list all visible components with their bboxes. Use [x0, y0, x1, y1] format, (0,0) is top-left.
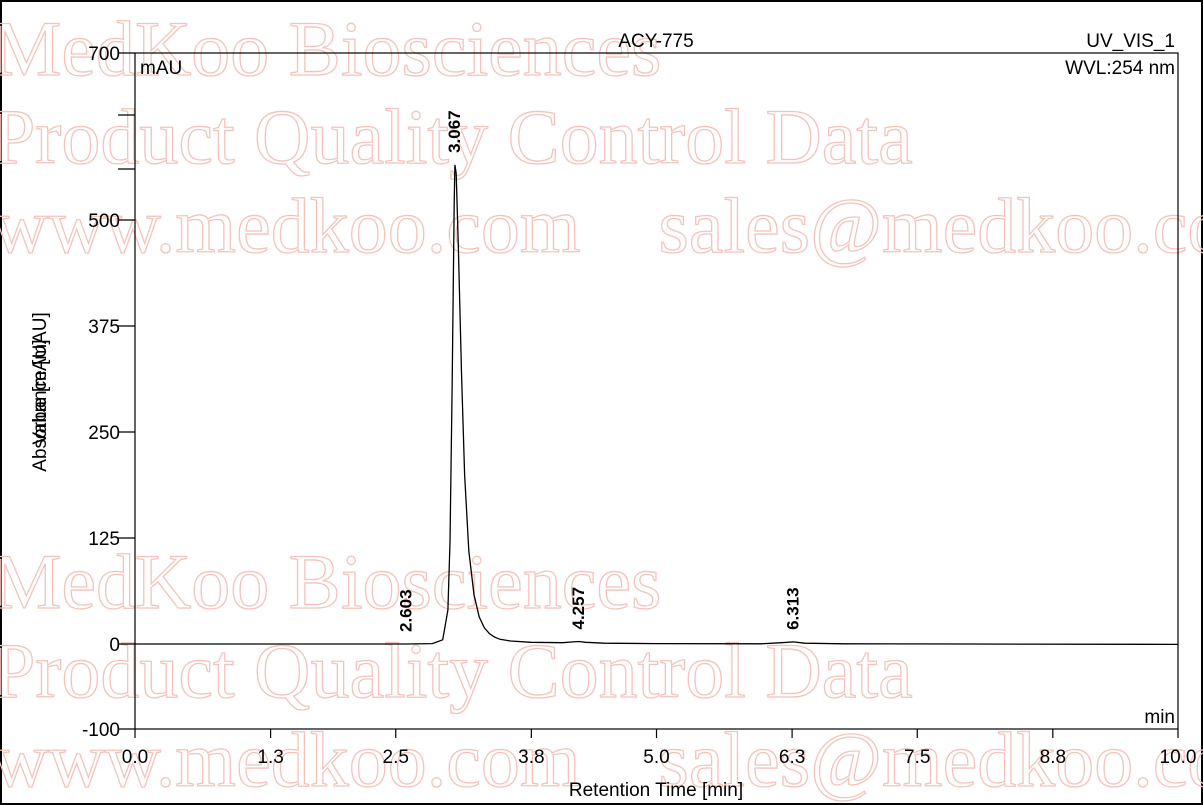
x-tick-label: 8.8	[1040, 747, 1066, 768]
y-tick-label: 375	[88, 317, 120, 338]
x-tick-label: 0.0	[122, 747, 148, 768]
y-tick-label: 0	[109, 635, 120, 656]
y-tick-label: 250	[88, 423, 120, 444]
watermark-line-2: Product Quality Control Data	[0, 93, 913, 180]
peak-label: 6.313	[783, 587, 802, 630]
y-unit-label: mAU	[140, 58, 182, 79]
y-axis-label: Absorbance [mAU]	[30, 312, 51, 471]
x-axis-label: Retention Time [min]	[569, 780, 743, 801]
peak-labels: 2.603 3.067 4.257 6.313	[397, 110, 803, 632]
y-tick-label: 700	[88, 44, 120, 65]
peak-label: 4.257	[569, 587, 588, 630]
y-axis-ticks: -100 0 125 250 375 500 700	[82, 44, 135, 741]
watermark-line-6: www.medkoo.com sales@medkoo.com	[0, 716, 1203, 803]
y-tick-label: -100	[82, 720, 120, 741]
x-tick-label: 2.5	[383, 747, 409, 768]
x-tick-label: 10.0	[1160, 747, 1197, 768]
y-tick-label: 125	[88, 529, 120, 550]
x-tick-label: 3.8	[518, 747, 544, 768]
y-tick-label: 500	[88, 211, 120, 232]
x-unit-label: min	[1144, 707, 1175, 728]
chromatogram-trace	[135, 164, 1179, 646]
x-tick-label: 1.3	[257, 747, 283, 768]
channel-label: UV_VIS_1	[1086, 31, 1175, 52]
peak-label: 3.067	[445, 110, 464, 153]
watermark-line-5: Product Quality Control Data	[0, 627, 913, 714]
x-axis-ticks: 0.0 1.3 2.5 3.8 5.0 6.3 7.5 8.8 10.0	[122, 729, 1197, 768]
x-tick-label: 6.3	[779, 747, 805, 768]
watermark-line-3: www.medkoo.com sales@medkoo.com	[0, 182, 1203, 269]
watermark-line-1: MedKoo Biosciences	[0, 5, 661, 92]
y-axis-overlay-label: Value [mAU]	[30, 339, 51, 444]
x-tick-label: 5.0	[643, 747, 669, 768]
wavelength-label: WVL:254 nm	[1065, 58, 1175, 79]
chart-title: ACY-775	[618, 31, 693, 52]
x-tick-label: 7.5	[904, 747, 930, 768]
watermark-line-4: MedKoo Biosciences	[0, 538, 661, 625]
watermark: MedKoo Biosciences Product Quality Contr…	[0, 4, 1203, 803]
peak-label: 2.603	[397, 589, 416, 632]
